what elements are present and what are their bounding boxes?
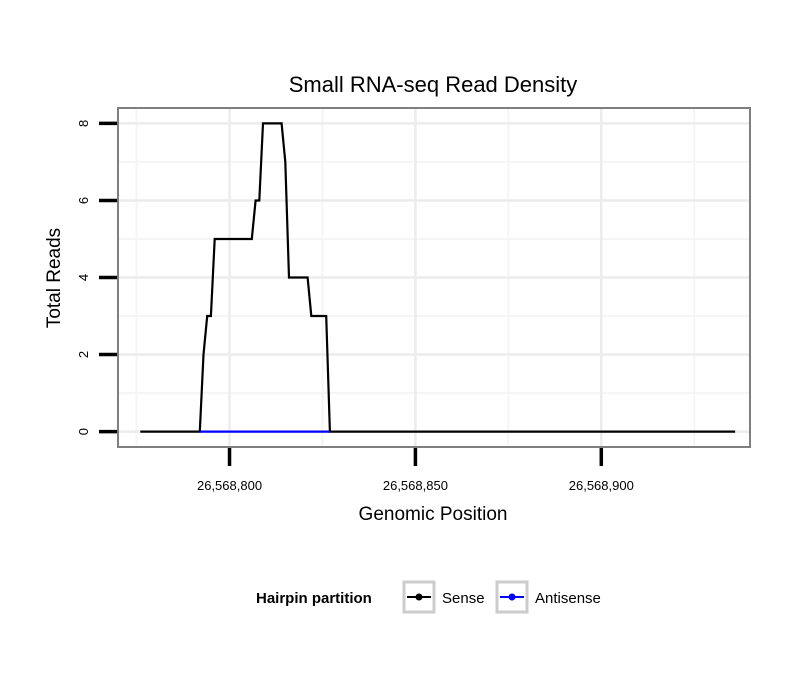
x-tick-label: 26,568,800	[197, 478, 262, 493]
y-tick-label: 0	[76, 428, 91, 435]
y-axis: 0 2 4 6 8	[76, 120, 117, 435]
legend-key-point	[415, 593, 423, 601]
plot-panel-border	[117, 107, 751, 448]
legend-label: Antisense	[535, 590, 601, 607]
y-tick-label: 2	[76, 351, 91, 358]
y-axis-label: Total Reads	[44, 228, 65, 328]
minor-gridlines	[118, 108, 750, 447]
chart-title: Small RNA-seq Read Density	[289, 72, 578, 97]
series-layer	[140, 122, 736, 433]
x-tick-label: 26,568,900	[569, 478, 634, 493]
legend-item-antisense: Antisense	[495, 580, 601, 614]
y-tick-label: 8	[76, 120, 91, 127]
x-tick-label: 26,568,850	[383, 478, 448, 493]
legend: Hairpin partition Sense Antisense	[256, 580, 601, 614]
x-axis: 26,568,800 26,568,850 26,568,900	[197, 448, 634, 493]
y-tick-label: 4	[76, 274, 91, 281]
legend-items: Sense Antisense	[402, 580, 601, 614]
plot-panel	[117, 107, 751, 448]
legend-title: Hairpin partition	[256, 590, 372, 607]
legend-key-point	[508, 593, 516, 601]
legend-item-sense: Sense	[402, 580, 485, 614]
y-tick-label: 6	[76, 197, 91, 204]
legend-label: Sense	[442, 590, 485, 607]
x-axis-label: Genomic Position	[359, 504, 508, 525]
series-line-sense	[140, 122, 736, 433]
